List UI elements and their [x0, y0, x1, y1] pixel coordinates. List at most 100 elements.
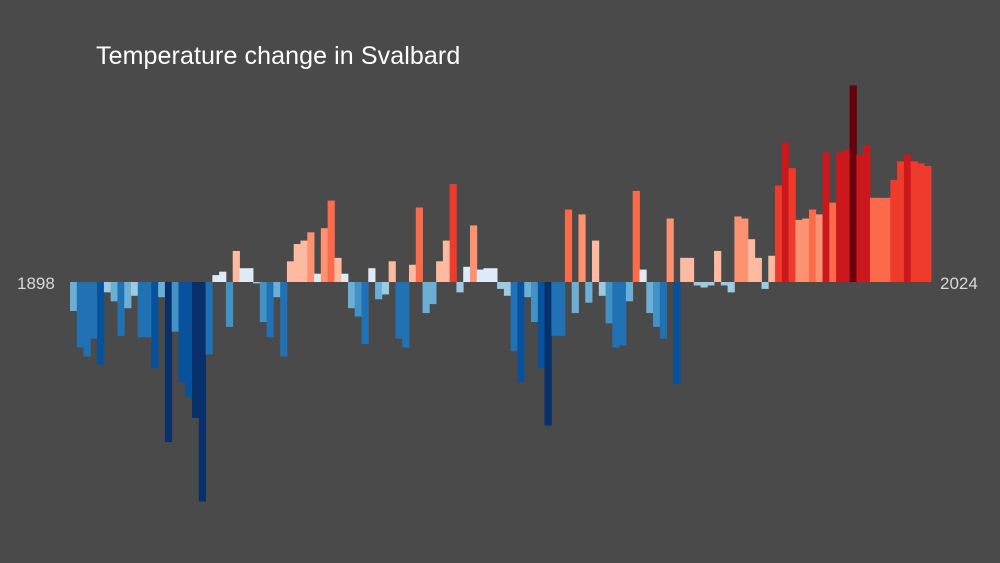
bar-1950	[422, 282, 430, 314]
bar-1943	[375, 282, 383, 300]
bar-1921	[225, 282, 234, 327]
bar-1964	[517, 282, 525, 383]
bar-2011	[836, 152, 844, 282]
bar-1954	[449, 184, 457, 282]
bar-2002	[775, 185, 783, 282]
bar-1909	[144, 282, 152, 338]
bar-1901	[90, 282, 98, 339]
bar-1956	[463, 266, 471, 282]
bar-1914	[178, 282, 186, 383]
chart-title: Temperature change in Svalbard	[96, 42, 461, 70]
bar-1899	[76, 282, 84, 348]
bar-2024	[924, 166, 932, 282]
bar-2004	[788, 168, 796, 282]
bar-1994	[720, 282, 729, 286]
bar-1913	[171, 282, 179, 332]
bar-1905	[117, 282, 125, 336]
bar-1977	[605, 282, 613, 324]
bar-2008	[815, 214, 823, 282]
bar-1982	[639, 269, 647, 282]
bar-1968	[544, 282, 552, 426]
bar-1966	[531, 282, 539, 323]
bar-1996	[734, 216, 742, 282]
bar-1965	[524, 282, 532, 298]
bar-1955	[456, 282, 464, 293]
bar-2019	[890, 179, 898, 282]
bar-2003	[781, 142, 790, 282]
bar-1936	[327, 200, 335, 282]
bar-1910	[151, 282, 159, 369]
bar-1963	[510, 282, 518, 351]
bar-1991	[700, 282, 708, 288]
bar-1985	[659, 282, 667, 339]
bar-2013	[849, 85, 857, 282]
bar-1952	[436, 261, 444, 282]
bar-1898	[70, 282, 78, 311]
bar-2007	[808, 209, 817, 282]
x-axis-end-label: 2024	[940, 274, 978, 293]
bar-1946	[395, 282, 403, 339]
bar-1974	[585, 282, 593, 303]
bar-1958	[476, 269, 484, 282]
bar-1919	[212, 275, 220, 282]
bar-1979	[619, 282, 627, 346]
bar-1971	[564, 209, 573, 282]
bar-2006	[802, 218, 810, 282]
bar-2023	[917, 163, 925, 282]
bar-2017	[876, 197, 884, 282]
bar-1929	[280, 282, 288, 357]
bar-1938	[341, 273, 349, 282]
bar-1916	[192, 282, 200, 418]
bar-1934	[314, 273, 322, 282]
bar-1907	[131, 282, 139, 296]
bar-1945	[388, 261, 396, 282]
bar-2012	[842, 149, 851, 282]
bar-1970	[558, 282, 566, 336]
bar-1988	[680, 257, 688, 282]
bar-1986	[666, 218, 674, 282]
bar-1992	[707, 282, 715, 286]
bar-2001	[768, 255, 776, 282]
bar-1957	[469, 225, 478, 282]
bar-1931	[293, 244, 301, 282]
bar-1949	[415, 207, 423, 282]
bar-2018	[883, 197, 891, 282]
bar-1902	[97, 282, 105, 365]
bar-1920	[219, 271, 227, 282]
bar-2022	[910, 161, 918, 282]
bar-1912	[164, 282, 173, 443]
bar-1973	[578, 214, 586, 282]
bar-1961	[497, 282, 505, 289]
bar-1928	[273, 282, 281, 298]
bar-1933	[307, 232, 315, 282]
bar-1948	[408, 264, 417, 282]
bar-1995	[727, 282, 735, 293]
bar-1939	[347, 282, 356, 309]
bar-1903	[103, 282, 112, 293]
bar-1984	[653, 282, 661, 327]
bar-1953	[442, 240, 451, 282]
bar-1924	[246, 268, 254, 282]
bar-1993	[714, 250, 722, 282]
bar-1915	[185, 282, 193, 398]
bar-1981	[632, 190, 640, 282]
bar-1978	[612, 282, 620, 348]
bar-1976	[598, 282, 606, 296]
bar-1989	[686, 257, 695, 282]
bar-1925	[253, 282, 261, 284]
bar-1930	[286, 261, 295, 282]
bar-1962	[503, 282, 512, 296]
bar-1906	[124, 282, 132, 309]
bar-1967	[537, 282, 545, 369]
bar-2016	[869, 197, 878, 282]
bar-1980	[625, 282, 634, 302]
bar-1911	[158, 282, 166, 298]
bar-1960	[490, 268, 498, 282]
bar-1927	[266, 282, 274, 338]
bar-2005	[795, 219, 803, 282]
bar-1975	[592, 240, 600, 282]
bar-1998	[747, 239, 756, 282]
bar-1904	[110, 282, 118, 302]
bar-1972	[571, 282, 579, 314]
